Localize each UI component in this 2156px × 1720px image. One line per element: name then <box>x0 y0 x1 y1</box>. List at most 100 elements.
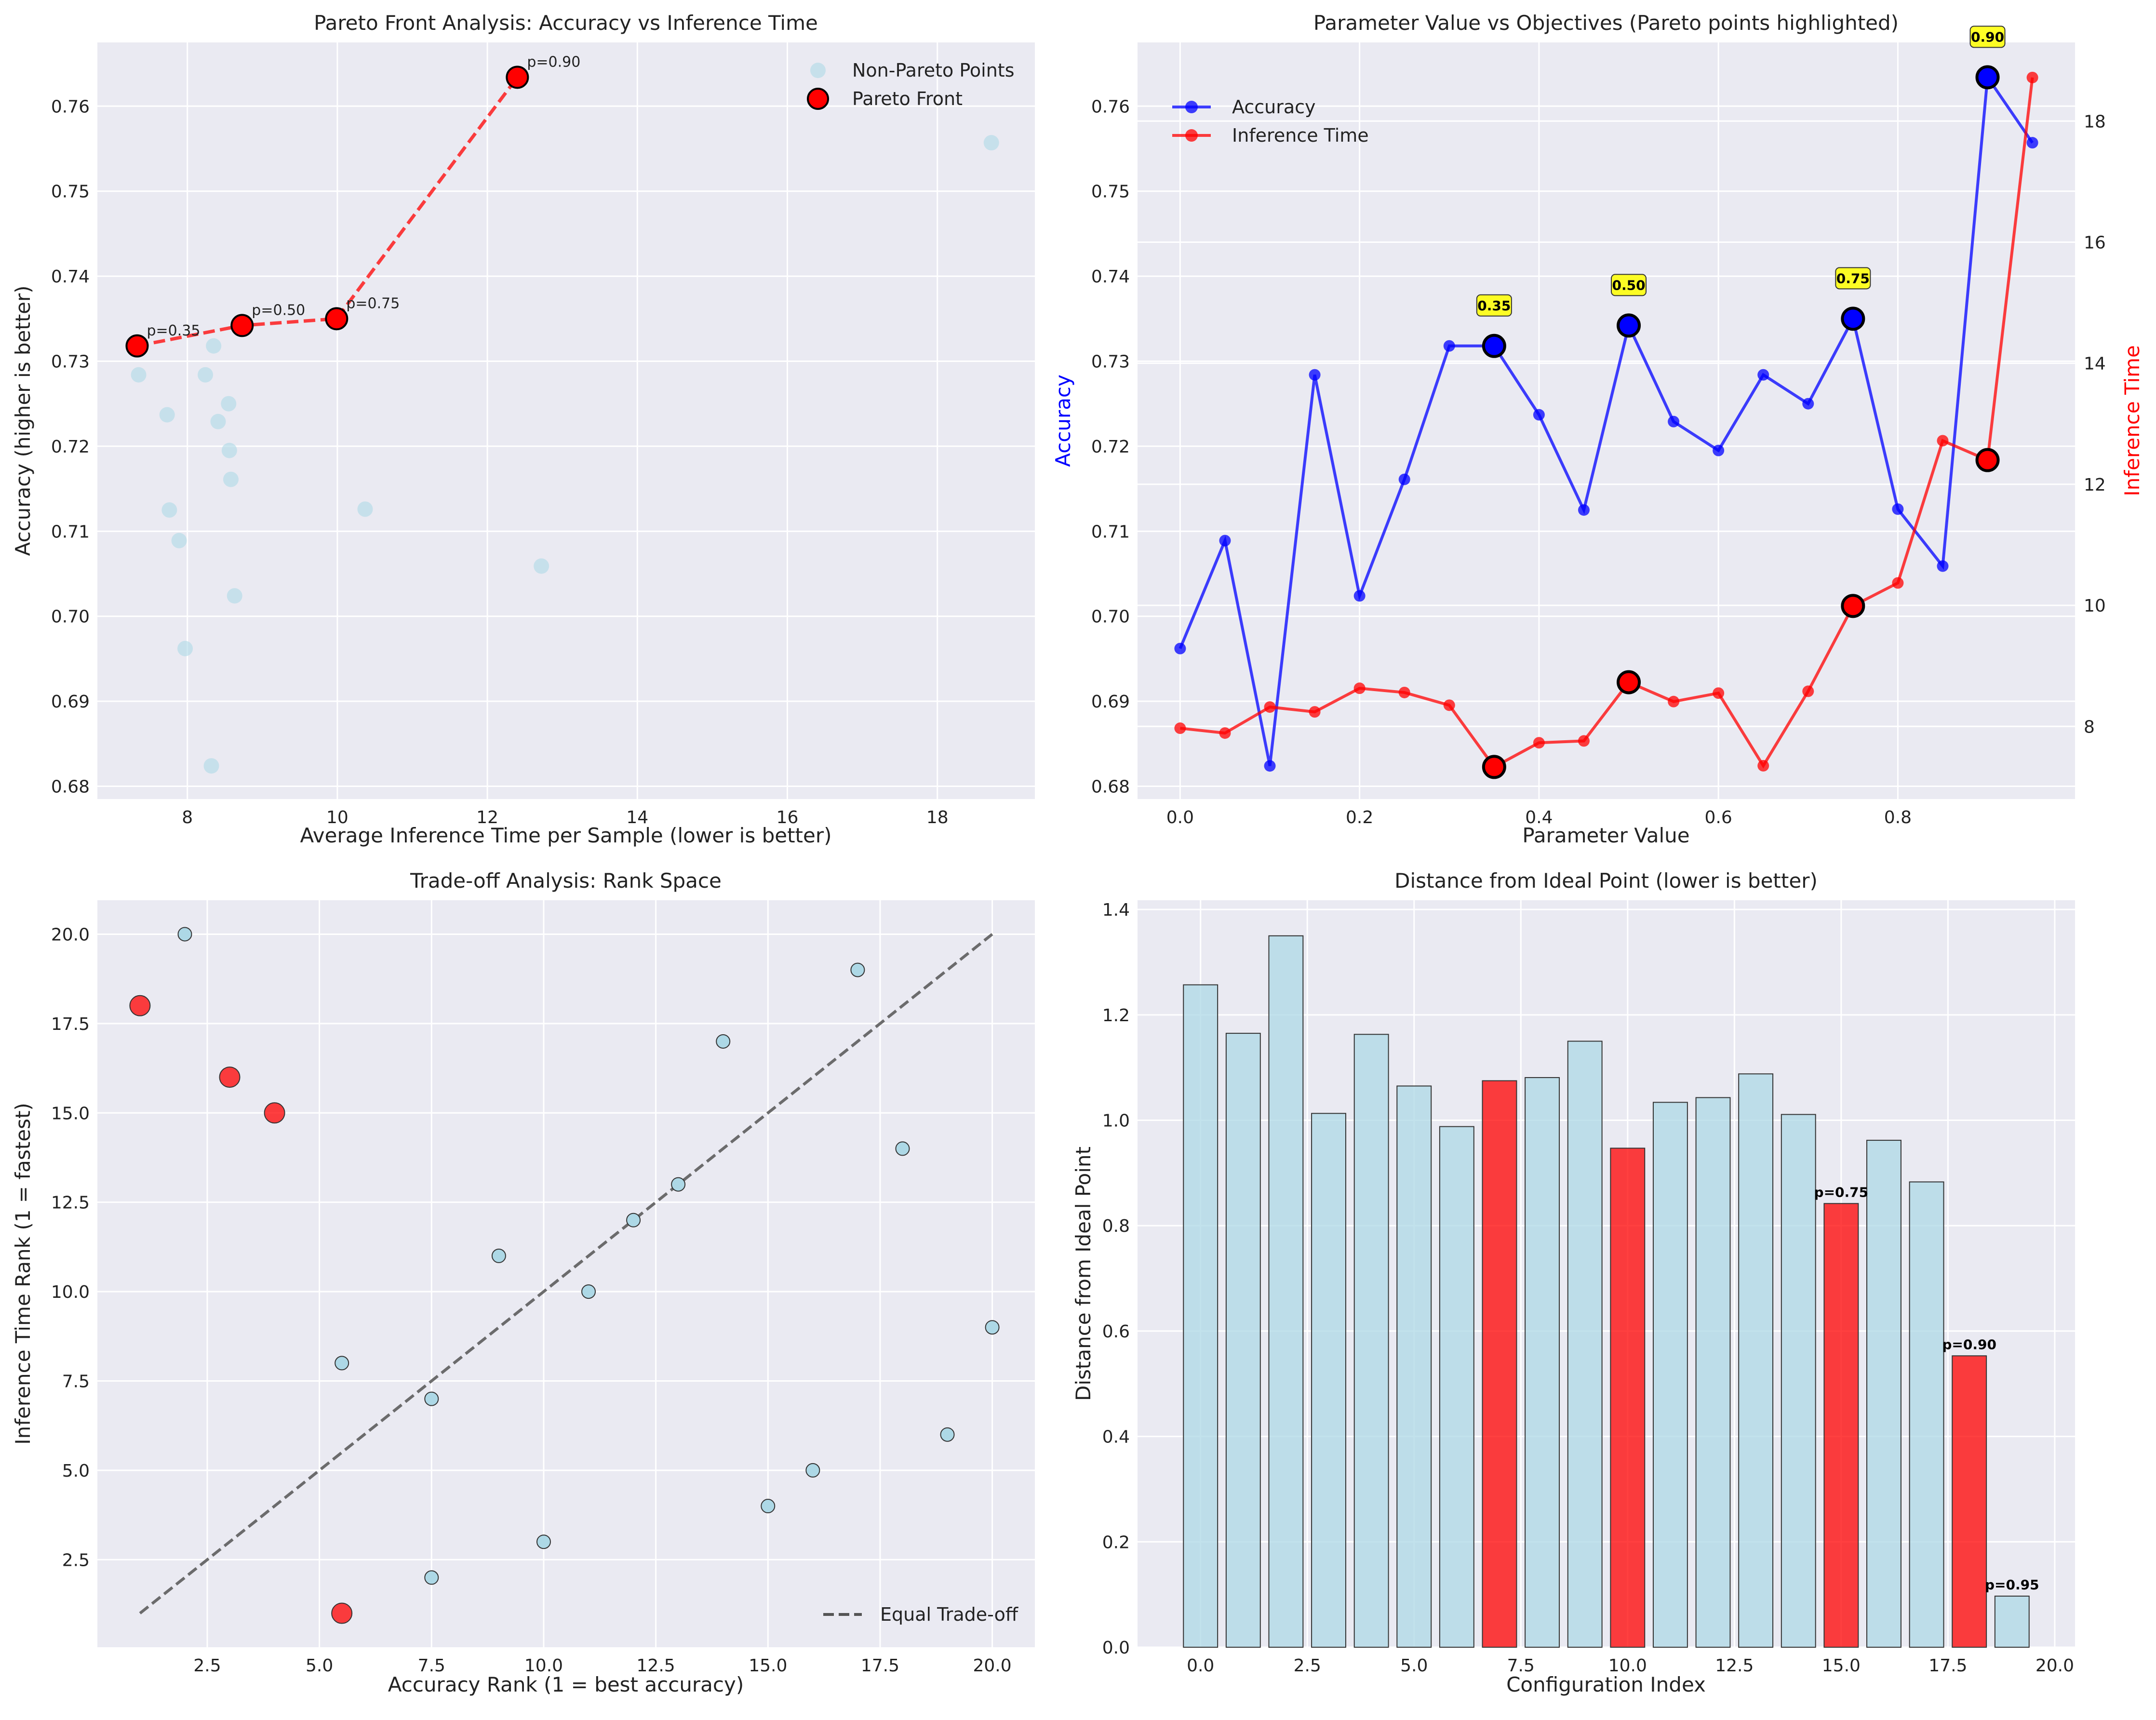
y2-tick-label: 18 <box>2084 112 2106 132</box>
x-tick-label: 8 <box>182 808 193 827</box>
y-tick-label: 0.70 <box>51 607 90 627</box>
x-tick-label: 16 <box>777 808 799 827</box>
pareto-point-label: p=0.35 <box>147 322 200 339</box>
y-tick-labels: 2.5 5.0 7.5 10.0 12.5 15.0 17.5 20.0 <box>51 925 90 1570</box>
inference-time-point <box>1309 706 1321 718</box>
y-tick-label: 0.69 <box>51 692 90 712</box>
marks: 0.35 0.50 0.75 0.90 <box>1174 26 2038 779</box>
non-pareto-point <box>227 588 242 604</box>
non-pareto-point <box>131 367 147 383</box>
non-pareto-point <box>534 558 549 574</box>
rank-point <box>761 1499 776 1514</box>
y-tick-label: 10.0 <box>51 1282 90 1302</box>
y-tick-label: 7.5 <box>62 1372 90 1391</box>
pareto-annotation-box <box>1969 26 2006 48</box>
accuracy-point <box>2026 137 2038 149</box>
x-tick-label: 10.0 <box>1608 1656 1647 1676</box>
accuracy-point <box>1309 369 1321 381</box>
y-tick-labels: 0.68 0.69 0.70 0.71 0.72 0.73 0.74 0.75 0.76 <box>1091 97 1130 797</box>
non-pareto-point <box>177 640 193 656</box>
bar <box>1866 1140 1902 1648</box>
x-tick-label: 10 <box>326 808 348 827</box>
x-axis-label: Parameter Value <box>1522 824 1689 847</box>
pareto-annotation-label: 0.75 <box>1836 270 1870 286</box>
bar <box>1567 1040 1603 1648</box>
rank-point <box>671 1177 686 1192</box>
bar <box>1781 1114 1816 1648</box>
non-pareto-point <box>203 758 219 774</box>
y-axis-label: Accuracy <box>1051 374 1075 467</box>
bar <box>1268 935 1304 1648</box>
x-tick-labels: 2.5 5.0 7.5 10.0 12.5 15.0 17.5 20.0 <box>193 1656 1011 1676</box>
y-tick-label: 0.4 <box>1102 1427 1130 1447</box>
y2-axis-label: Inference Time <box>2120 345 2144 496</box>
non-pareto-point <box>221 396 237 412</box>
non-pareto-point <box>198 367 214 383</box>
bar <box>1738 1073 1774 1648</box>
y-tick-label: 0.0 <box>1102 1638 1130 1658</box>
non-pareto-point <box>159 407 175 423</box>
rank-point <box>626 1213 641 1227</box>
y-tick-label: 0.68 <box>51 777 90 797</box>
pareto-accuracy-point <box>1617 313 1641 338</box>
accuracy-point <box>1937 560 1949 572</box>
legend-label-accuracy: Accuracy <box>1232 96 1316 118</box>
accuracy-point <box>1174 642 1186 654</box>
y-tick-label: 5.0 <box>62 1461 90 1481</box>
bar <box>1652 1102 1688 1648</box>
y-tick-label: 0.72 <box>51 437 90 457</box>
x-tick-label: 0.6 <box>1705 808 1732 827</box>
x-tick-label: 0.2 <box>1346 808 1373 827</box>
y-tick-label: 0.73 <box>51 352 90 372</box>
inference-time-point <box>1398 686 1410 698</box>
non-pareto-point <box>161 502 177 518</box>
y-tick-label: 0.71 <box>51 522 90 542</box>
marks: p=0.75 p=0.90 p=0.95 <box>1183 935 2039 1648</box>
equal-tradeoff-line <box>139 933 993 1614</box>
bar-annotation: p=0.90 <box>1942 1336 1996 1352</box>
rank-point <box>491 1248 506 1263</box>
accuracy-point <box>1802 398 1814 410</box>
rank-point <box>581 1284 596 1299</box>
legend-marker-inference <box>1185 129 1198 142</box>
inference-time-point <box>1264 701 1276 713</box>
highlight-bar <box>1482 1080 1517 1648</box>
grid <box>1138 42 2075 799</box>
bar <box>1994 1595 2030 1648</box>
x-tick-label: 12.5 <box>637 1656 675 1676</box>
bar <box>1225 1033 1261 1648</box>
y-axis-label: Distance from Ideal Point <box>1071 1147 1095 1401</box>
highlight-bar <box>1952 1355 1987 1648</box>
inference-time-point <box>1533 737 1545 749</box>
y-tick-label: 0.73 <box>1091 352 1130 372</box>
x-tick-label: 20.0 <box>2035 1656 2074 1676</box>
y-tick-label: 0.69 <box>1091 692 1130 712</box>
pareto-accuracy-point <box>1841 307 1865 331</box>
y2-tick-label: 8 <box>2084 717 2095 737</box>
chart-title: Distance from Ideal Point (lower is bett… <box>1394 869 1818 893</box>
legend-label-equal-tradeoff: Equal Trade-off <box>880 1604 1018 1625</box>
pareto-point <box>506 66 529 89</box>
bar <box>1183 984 1219 1648</box>
pareto-point <box>325 307 348 331</box>
y-tick-label: 1.2 <box>1102 1006 1130 1026</box>
accuracy-point <box>1443 340 1455 352</box>
x-tick-label: 7.5 <box>418 1656 445 1676</box>
inference-time-point <box>1668 695 1680 707</box>
pareto-rank-point <box>331 1602 353 1624</box>
y-axis-label: Inference Time Rank (1 = fastest) <box>11 1103 35 1445</box>
pareto-rank-point <box>129 995 151 1016</box>
x-axis-label: Configuration Index <box>1506 1673 1706 1696</box>
x-tick-label: 0.0 <box>1187 1656 1214 1676</box>
legend: Non-Pareto Points Pareto Front <box>807 60 1015 110</box>
chart-title: Parameter Value vs Objectives (Pareto po… <box>1313 11 1899 35</box>
marks <box>129 927 1000 1624</box>
x-tick-label: 7.5 <box>1507 1656 1535 1676</box>
pareto-accuracy-point <box>1482 333 1506 358</box>
y-tick-label: 0.75 <box>1091 182 1130 202</box>
pareto-point-label: p=0.90 <box>527 53 580 70</box>
x-tick-label: 2.5 <box>193 1656 221 1676</box>
y-tick-label: 0.74 <box>1091 267 1130 287</box>
non-pareto-point <box>171 533 187 548</box>
x-tick-label: 2.5 <box>1294 1656 1321 1676</box>
